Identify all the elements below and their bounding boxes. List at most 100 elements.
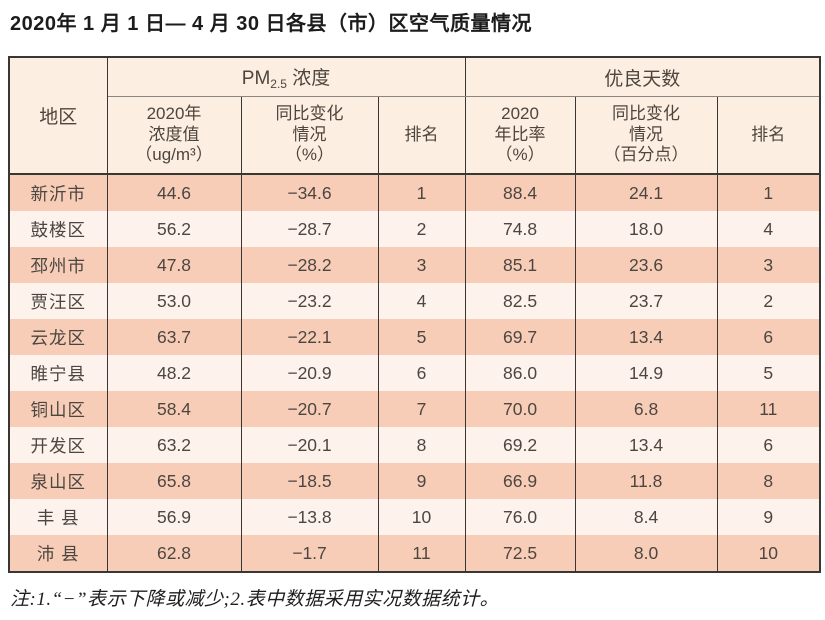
table-row: 鼓楼区 56.2 −28.7 2 74.8 18.0 4	[8, 211, 821, 247]
value-cell: 4	[716, 211, 821, 247]
table-row: 沛 县 62.8 −1.7 11 72.5 8.0 10	[8, 535, 821, 572]
region-cell: 开发区	[8, 427, 108, 463]
value-cell: 3	[716, 247, 821, 283]
value-cell: −20.7	[240, 391, 379, 427]
pm25-label-suffix: 浓度	[286, 68, 331, 89]
value-cell: 65.8	[106, 463, 242, 499]
value-cell: 5	[377, 319, 466, 355]
value-cell: 74.8	[464, 211, 576, 247]
footnote: 注:1.“−”表示下降或减少;2.表中数据采用实况数据统计。	[10, 589, 500, 610]
value-cell: 4	[377, 283, 466, 319]
value-cell: 69.7	[464, 319, 576, 355]
column-group-good-days: 优良天数	[464, 57, 821, 97]
value-cell: 56.9	[106, 499, 242, 535]
table-row: 新沂市 44.6 −34.6 1 88.4 24.1 1	[8, 174, 821, 211]
value-cell: 72.5	[464, 535, 576, 572]
value-cell: 1	[716, 174, 821, 211]
value-cell: 76.0	[464, 499, 576, 535]
region-cell: 鼓楼区	[8, 211, 108, 247]
value-cell: 3	[377, 247, 466, 283]
value-cell: 11	[716, 391, 821, 427]
region-cell: 铜山区	[8, 391, 108, 427]
table-row: 泉山区 65.8 −18.5 9 66.9 11.8 8	[8, 463, 821, 499]
value-cell: 13.4	[574, 427, 718, 463]
region-cell: 云龙区	[8, 319, 108, 355]
value-cell: −34.6	[240, 174, 379, 211]
value-cell: 9	[716, 499, 821, 535]
value-cell: 2	[716, 283, 821, 319]
value-cell: −20.1	[240, 427, 379, 463]
value-cell: 44.6	[106, 174, 242, 211]
column-header-pm-rank: 排名	[377, 96, 466, 175]
table-row: 开发区 63.2 −20.1 8 69.2 13.4 6	[8, 427, 821, 463]
table-row: 邳州市 47.8 −28.2 3 85.1 23.6 3	[8, 247, 821, 283]
value-cell: 8	[377, 427, 466, 463]
value-cell: 48.2	[106, 355, 242, 391]
value-cell: 6	[716, 319, 821, 355]
value-cell: 6	[377, 355, 466, 391]
value-cell: 85.1	[464, 247, 576, 283]
sub-header-row: 2020年 浓度值 （ug/m³） 同比变化 情况 （%） 排名 2020 年比…	[9, 96, 821, 175]
region-cell: 睢宁县	[8, 355, 108, 391]
value-cell: 10	[716, 535, 821, 572]
value-cell: −20.9	[240, 355, 379, 391]
value-cell: 8	[716, 463, 821, 499]
value-cell: −23.2	[240, 283, 379, 319]
table-body: 新沂市 44.6 −34.6 1 88.4 24.1 1 鼓楼区 56.2 −28.7 2 74.8 1…	[8, 174, 821, 572]
value-cell: 13.4	[574, 319, 718, 355]
value-cell: 7	[377, 391, 466, 427]
value-cell: 62.8	[106, 535, 242, 572]
value-cell: 23.6	[574, 247, 718, 283]
value-cell: 47.8	[106, 247, 242, 283]
value-cell: −28.7	[240, 211, 379, 247]
value-cell: 10	[377, 499, 466, 535]
page-title: 2020年 1 月 1 日— 4 月 30 日各县（市）区空气质量情况	[10, 13, 533, 35]
column-header-gd-ratio: 2020 年比率 （%）	[464, 96, 576, 175]
value-cell: 82.5	[464, 283, 576, 319]
value-cell: 5	[716, 355, 821, 391]
region-cell: 沛 县	[8, 535, 108, 572]
table-row: 睢宁县 48.2 −20.9 6 86.0 14.9 5	[8, 355, 821, 391]
value-cell: 18.0	[574, 211, 718, 247]
value-cell: 70.0	[464, 391, 576, 427]
pm25-label-subscript: 2.5	[270, 77, 287, 91]
value-cell: −18.5	[240, 463, 379, 499]
value-cell: −1.7	[240, 535, 379, 572]
table-header: 地区 PM2.5 浓度 优良天数 2020年 浓度值 （ug/m³） 同比变化 …	[8, 57, 821, 175]
region-cell: 泉山区	[8, 463, 108, 499]
value-cell: 1	[377, 174, 466, 211]
value-cell: 8.4	[574, 499, 718, 535]
value-cell: 6.8	[574, 391, 718, 427]
column-header-pm-change: 同比变化 情况 （%）	[240, 96, 379, 175]
value-cell: 8.0	[574, 535, 718, 572]
column-header-gd-change: 同比变化 情况 （百分点）	[574, 96, 718, 175]
column-group-pm25: PM2.5 浓度	[106, 57, 466, 97]
table-row: 丰 县 56.9 −13.8 10 76.0 8.4 9	[8, 499, 821, 535]
value-cell: 58.4	[106, 391, 242, 427]
value-cell: 56.2	[106, 211, 242, 247]
table-row: 铜山区 58.4 −20.7 7 70.0 6.8 11	[8, 391, 821, 427]
value-cell: 23.7	[574, 283, 718, 319]
value-cell: 14.9	[574, 355, 718, 391]
value-cell: −13.8	[240, 499, 379, 535]
pm25-label-prefix: PM	[241, 68, 271, 89]
column-header-region: 地区	[8, 57, 108, 175]
value-cell: 63.7	[106, 319, 242, 355]
value-cell: 9	[377, 463, 466, 499]
value-cell: 63.2	[106, 427, 242, 463]
region-cell: 丰 县	[8, 499, 108, 535]
value-cell: −28.2	[240, 247, 379, 283]
air-quality-table: 地区 PM2.5 浓度 优良天数 2020年 浓度值 （ug/m³） 同比变化 …	[8, 56, 822, 573]
column-header-gd-rank: 排名	[716, 96, 821, 175]
value-cell: 66.9	[464, 463, 576, 499]
value-cell: 86.0	[464, 355, 576, 391]
region-cell: 新沂市	[8, 174, 108, 211]
group-header-row: 地区 PM2.5 浓度 优良天数	[8, 57, 821, 175]
region-cell: 贾汪区	[8, 283, 108, 319]
value-cell: −22.1	[240, 319, 379, 355]
value-cell: 11.8	[574, 463, 718, 499]
value-cell: 24.1	[574, 174, 718, 211]
value-cell: 69.2	[464, 427, 576, 463]
table-row: 贾汪区 53.0 −23.2 4 82.5 23.7 2	[8, 283, 821, 319]
